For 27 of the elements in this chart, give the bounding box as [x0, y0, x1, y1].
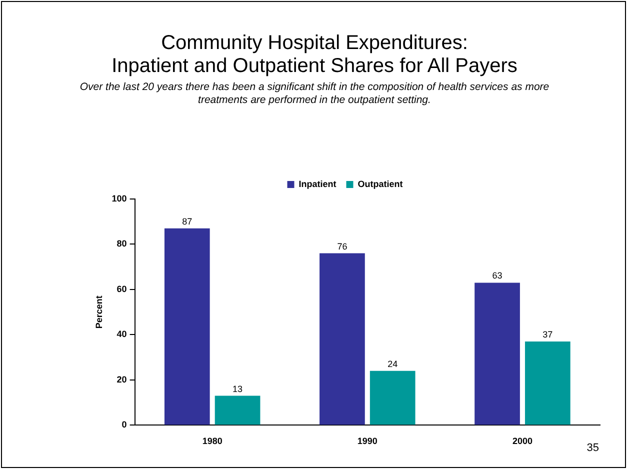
chart-subtitle: Over the last 20 years there has been a significant shift in the composition of health services as more treatments are performed in the outpatient setting.: [78, 81, 550, 107]
chart-title: Community Hospital Expenditures: Inpatient and Outpatient Shares for All Payers: [110, 32, 518, 78]
data-label: 24: [388, 358, 398, 369]
y-tick-label: 80: [116, 238, 127, 249]
bar: [214, 396, 260, 425]
x-tick-label: 1980: [202, 436, 222, 446]
bar: [320, 253, 365, 425]
bar: [524, 342, 570, 425]
y-tick-label: 60: [116, 284, 127, 294]
y-tick-label: 100: [112, 193, 127, 204]
y-axis-title: Percent: [94, 296, 104, 329]
data-label: 63: [492, 270, 502, 281]
legend-label: Inpatient: [298, 178, 336, 189]
y-tick-label: 0: [122, 420, 127, 430]
data-label: 37: [542, 329, 553, 340]
x-tick-label: 2000: [512, 436, 532, 446]
legend-label: Outpatient: [358, 178, 403, 189]
x-tick-label: 1990: [357, 436, 378, 446]
data-label: 13: [232, 384, 243, 394]
y-tick-label: 20: [116, 374, 127, 384]
data-label: 76: [337, 241, 348, 252]
data-label: 87: [182, 216, 192, 226]
bar: [164, 228, 210, 425]
bar: [370, 370, 416, 425]
y-tick-label: 40: [116, 329, 127, 340]
bar: [474, 282, 520, 425]
text: 35: [586, 442, 599, 454]
